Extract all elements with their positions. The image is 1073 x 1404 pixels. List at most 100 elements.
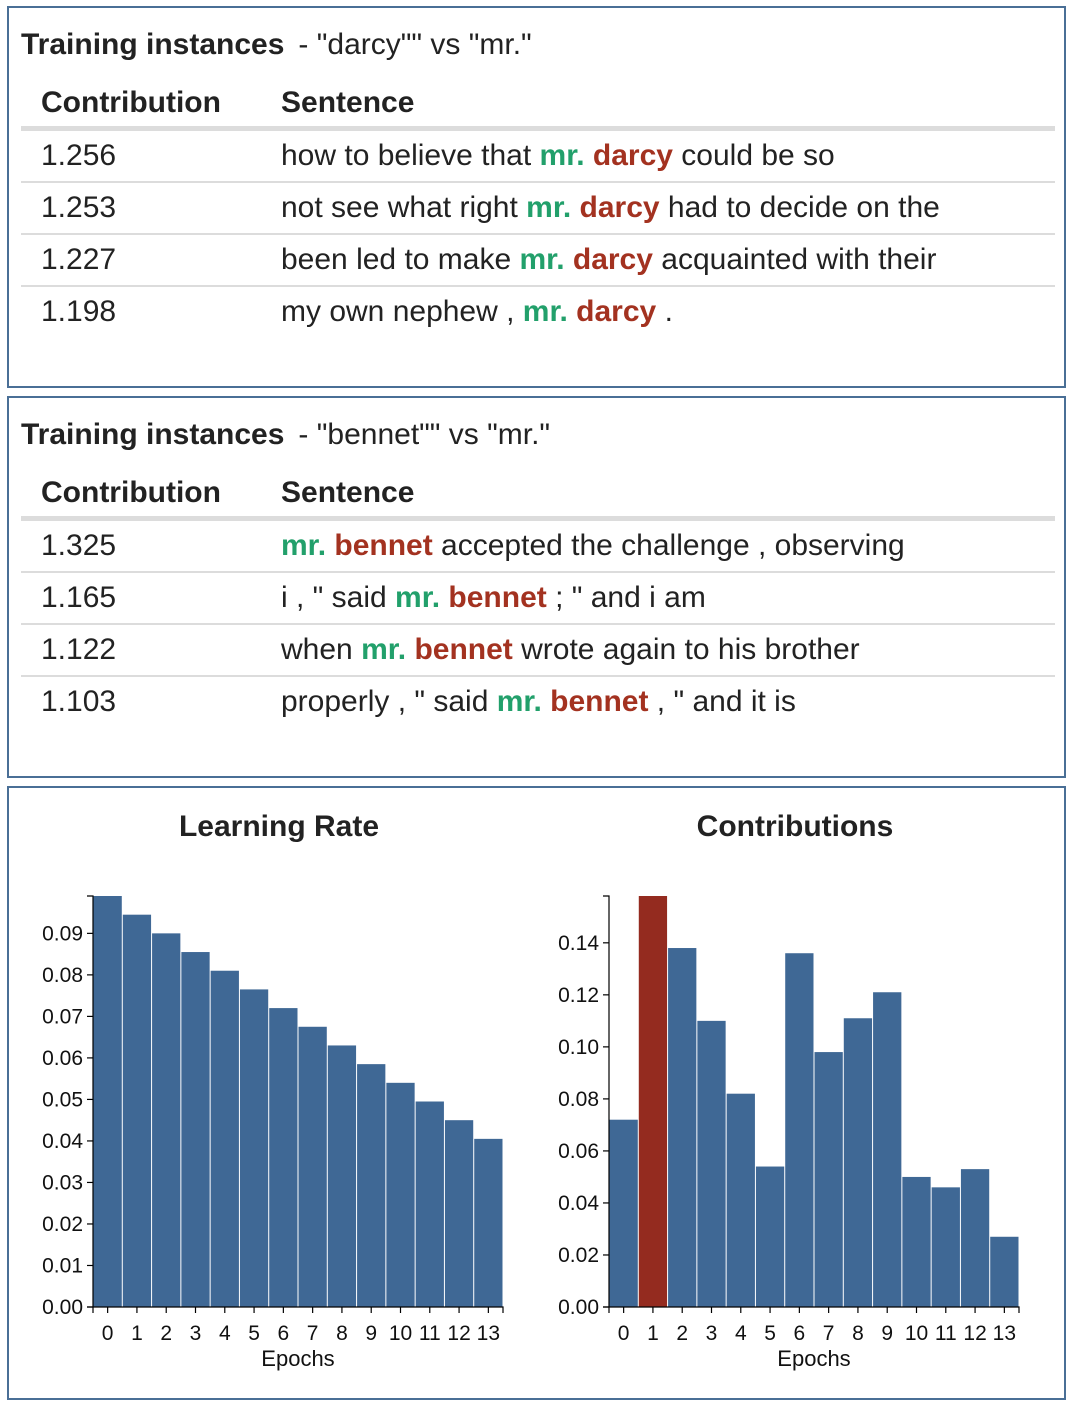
sentence-cell: i , " said mr. bennet ; " and i am xyxy=(261,572,1055,625)
training-instances-panel-bennet: Training instances - "bennet"" vs "mr." C… xyxy=(7,396,1066,778)
x-tick-label: 5 xyxy=(248,1322,260,1345)
charts-panel: Learning Rate 0.00 0.01 0.02 0.03 0.04 0.05 0.0… xyxy=(7,786,1066,1400)
sentence-suffix: could be so xyxy=(672,139,835,172)
column-header-contribution: Contribution xyxy=(21,78,261,131)
table-row: 1.122 when mr. bennet wrote again to his … xyxy=(21,624,1055,677)
column-header-contribution: Contribution xyxy=(21,468,261,521)
bar xyxy=(93,896,122,1307)
highlight-word-name: bennet xyxy=(414,633,513,666)
sentence-cell: my own nephew , mr. darcy . xyxy=(261,286,1055,337)
highlight-word-mr: mr. xyxy=(281,529,327,562)
sentence-cell: been led to make mr. darcy acquainted wi… xyxy=(261,234,1055,287)
sentence-suffix: acquainted with their xyxy=(652,243,937,276)
y-tick-label: 0.08 xyxy=(558,1088,599,1111)
bar xyxy=(298,1026,327,1307)
x-tick-label: 12 xyxy=(963,1322,986,1345)
bar xyxy=(785,953,814,1307)
sentence-suffix: wrote again to his brother xyxy=(512,633,860,666)
panel-title-bold: Training instances xyxy=(21,418,285,451)
highlight-word-name: bennet xyxy=(550,685,649,718)
x-tick-label: 9 xyxy=(365,1322,377,1345)
sentence-suffix: accepted the challenge , observing xyxy=(432,529,905,562)
bar xyxy=(474,1138,503,1307)
chart-title: Contributions xyxy=(697,810,894,843)
x-axis-line xyxy=(92,1306,504,1313)
table-row: 1.198 my own nephew , mr. darcy . xyxy=(21,286,1055,337)
table-row: 1.325 mr. bennet accepted the challenge ,… xyxy=(21,518,1055,573)
y-axis-line xyxy=(87,895,94,1308)
column-header-sentence: Sentence xyxy=(261,468,1055,521)
x-tick-label: 1 xyxy=(131,1322,143,1345)
y-tick-label: 0.12 xyxy=(558,984,599,1007)
sentence-cell: properly , " said mr. bennet , " and it … xyxy=(261,676,1055,727)
x-tick-label: 6 xyxy=(278,1322,290,1345)
sentence-prefix: how to believe that xyxy=(281,139,540,172)
contribution-value: 1.253 xyxy=(21,182,261,235)
contribution-value: 1.325 xyxy=(21,518,261,573)
x-axis-line xyxy=(608,1306,1020,1313)
bar xyxy=(873,992,902,1307)
x-tick-label: 8 xyxy=(852,1322,864,1345)
bar xyxy=(415,1101,444,1307)
bar xyxy=(210,970,239,1307)
y-tick-label: 0.00 xyxy=(42,1296,83,1319)
y-tick-label: 0.03 xyxy=(42,1171,83,1194)
contribution-value: 1.198 xyxy=(41,295,117,328)
highlight-word-name: darcy xyxy=(592,139,673,172)
contribution-value: 1.122 xyxy=(21,624,261,677)
bar xyxy=(902,1176,931,1307)
contribution-value: 1.227 xyxy=(21,234,261,287)
y-axis-line xyxy=(603,895,610,1308)
table-row: 1.256 how to believe that mr. darcy could… xyxy=(21,128,1055,183)
table-row: 1.227 been led to make mr. darcy acquaint… xyxy=(21,234,1055,287)
bar xyxy=(697,1020,726,1307)
sentence-prefix: i , " said xyxy=(281,581,396,614)
table-row: 1.253 not see what right mr. darcy had to… xyxy=(21,182,1055,235)
highlight-word-name: darcy xyxy=(572,243,653,276)
chart-title: Learning Rate xyxy=(179,810,379,843)
highlight-word-mr: mr. xyxy=(519,243,565,276)
sentence-prefix: not see what right xyxy=(281,191,527,224)
x-tick-label: 9 xyxy=(881,1322,893,1345)
x-tick-label: 8 xyxy=(336,1322,348,1345)
x-tick-label: 0 xyxy=(102,1322,114,1345)
y-tick-label: 0.06 xyxy=(42,1047,83,1070)
x-tick-label: 7 xyxy=(823,1322,835,1345)
highlighted-bar xyxy=(638,896,668,1307)
x-tick-label: 11 xyxy=(419,1322,441,1345)
y-tick-label: 0.07 xyxy=(42,1005,83,1028)
x-tick-label: 2 xyxy=(160,1322,172,1345)
y-tick-label: 0.05 xyxy=(42,1088,83,1111)
y-tick-label: 0.06 xyxy=(558,1140,599,1163)
x-tick-label: 7 xyxy=(307,1322,319,1345)
highlight-word-name: darcy xyxy=(579,191,660,224)
highlight-word-mr: mr. xyxy=(526,191,572,224)
bar xyxy=(990,1236,1019,1307)
charts-svg: Learning Rate 0.00 0.01 0.02 0.03 0.04 0.05 0.0… xyxy=(42,810,1020,1371)
y-tick-label: 0.04 xyxy=(558,1192,599,1215)
sentence-suffix: ; " and i am xyxy=(546,581,706,614)
y-tick-label: 0.02 xyxy=(558,1244,599,1267)
bar xyxy=(444,1120,474,1307)
bar xyxy=(357,1064,386,1307)
sentence-suffix: had to decide on the xyxy=(659,191,940,224)
x-tick-label: 12 xyxy=(447,1322,470,1345)
y-tick-label: 0.01 xyxy=(42,1254,83,1277)
instances-table: Contribution Sentence 1.256 how to believ… xyxy=(21,78,1055,337)
sentence-prefix: when xyxy=(281,633,362,666)
column-header-sentence: Sentence xyxy=(261,78,1055,131)
bar xyxy=(181,952,210,1307)
bar xyxy=(122,914,152,1307)
sentence-suffix: . xyxy=(656,295,673,328)
contribution-value: 1.256 xyxy=(21,128,261,183)
highlight-word-mr: mr. xyxy=(395,581,441,614)
highlight-word-name: bennet xyxy=(334,529,433,562)
x-tick-label: 1 xyxy=(647,1322,659,1345)
x-tick-label: 4 xyxy=(219,1322,231,1345)
table-header-row: Contribution Sentence xyxy=(21,468,1055,521)
panel-title-query: - "darcy"" vs "mr." xyxy=(298,28,532,61)
sentence-cell: how to believe that mr. darcy could be s… xyxy=(261,128,1055,183)
x-axis-label: Epochs xyxy=(777,1346,850,1371)
bar xyxy=(668,948,697,1307)
x-tick-label: 6 xyxy=(794,1322,806,1345)
